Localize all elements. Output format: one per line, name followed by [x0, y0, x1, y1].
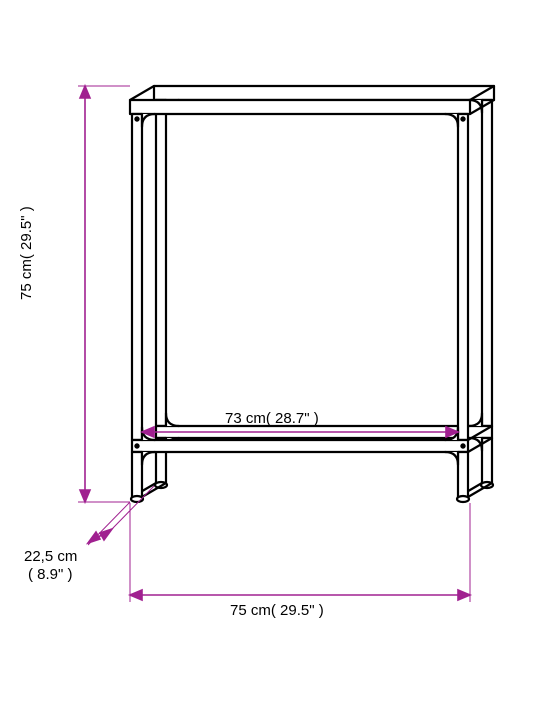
table-back — [154, 86, 494, 488]
table-front — [130, 100, 470, 502]
dim-height — [78, 86, 130, 502]
table-outline — [130, 86, 494, 502]
label-depth-line1: 22,5 cm — [24, 548, 77, 565]
dim-width — [130, 503, 470, 602]
label-shelf-width: 73 cm( 28.7" ) — [225, 410, 319, 427]
label-height: 75 cm( 29.5" ) — [18, 206, 35, 300]
label-depth-line2: ( 8.9" ) — [28, 566, 73, 583]
label-width: 75 cm( 29.5" ) — [230, 602, 324, 619]
